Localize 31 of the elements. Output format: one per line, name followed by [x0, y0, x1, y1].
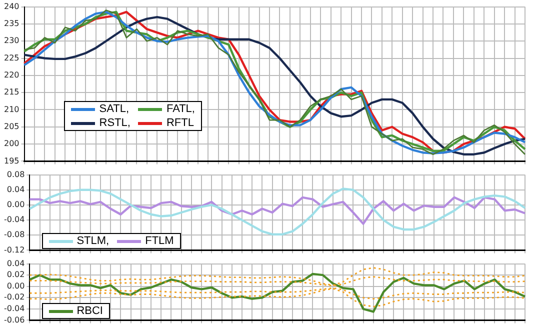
- y-tick-label: 200: [4, 139, 20, 148]
- y-tick-label: 195: [4, 156, 20, 166]
- y-tick-label: 210: [4, 104, 20, 114]
- legend-label: STLM,: [76, 235, 110, 248]
- y-tick-label: 215: [4, 88, 20, 97]
- y-tick-label: -0.04: [4, 215, 25, 224]
- y-tick-label: -0.06: [4, 315, 25, 324]
- y-tick-label: -0.02: [4, 292, 25, 302]
- legend-label: FATL,: [166, 103, 195, 116]
- legend-label: RFTL: [166, 117, 194, 130]
- y-tick-label: 0.02: [6, 270, 25, 280]
- legend-label: SATL,: [99, 103, 130, 116]
- line-series: [29, 267, 526, 286]
- legend-label: RSTL,: [99, 117, 130, 130]
- y-tick-label: 225: [4, 53, 20, 62]
- y-tick-label: 0.04: [6, 258, 25, 268]
- legend-label: RBCI: [76, 305, 103, 318]
- y-tick-label: 220: [4, 70, 20, 80]
- y-tick-label: 0.08: [6, 170, 25, 179]
- y-tick-label: 0.04: [6, 184, 25, 194]
- y-tick-label: -0.04: [4, 304, 25, 313]
- legend-label: FTLM: [145, 235, 174, 248]
- y-tick-label: -0.12: [4, 245, 25, 254]
- y-tick-label: 235: [4, 19, 20, 28]
- line-series: [29, 288, 526, 308]
- y-tick-label: 0.00: [6, 281, 25, 290]
- y-tick-label: 240: [4, 2, 20, 11]
- y-tick-label: 205: [4, 122, 20, 131]
- y-tick-label: 0.00: [6, 200, 25, 210]
- y-tick-label: -0.08: [4, 230, 25, 240]
- y-tick-label: 230: [4, 36, 20, 46]
